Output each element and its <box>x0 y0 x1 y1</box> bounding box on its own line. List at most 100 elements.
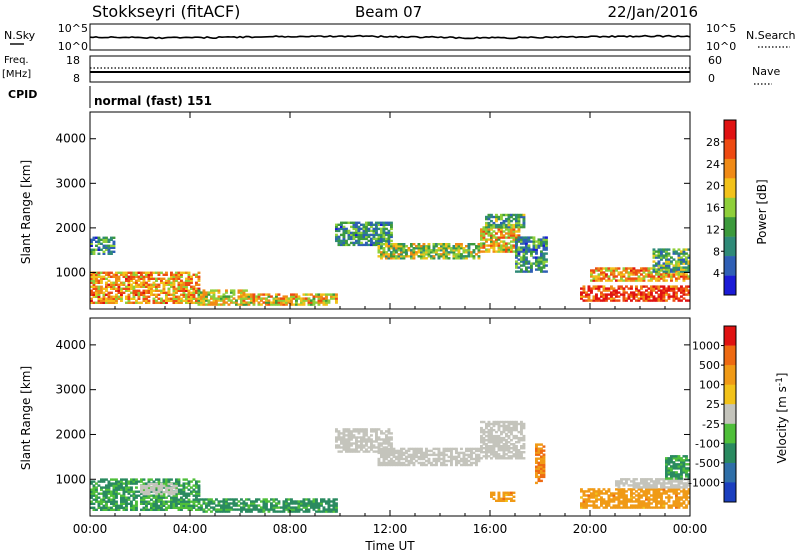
y-tick-label: 3000 <box>55 383 86 397</box>
data-cell <box>497 244 501 247</box>
data-cell <box>640 488 643 491</box>
data-cell <box>620 277 623 280</box>
data-cell <box>250 502 253 505</box>
data-cell <box>107 484 111 487</box>
data-cell <box>135 496 138 499</box>
data-cell <box>520 268 523 271</box>
data-cell <box>622 295 626 298</box>
data-cell <box>102 297 106 300</box>
data-cell <box>635 484 638 487</box>
data-cell <box>680 275 683 278</box>
data-cell <box>437 249 441 252</box>
data-cell <box>652 496 656 499</box>
data-cell <box>645 295 648 298</box>
data-cell <box>382 451 386 455</box>
data-cell <box>282 508 286 511</box>
data-cell <box>200 504 203 507</box>
data-cell <box>657 293 661 296</box>
data-cell <box>240 498 243 501</box>
data-cell <box>385 447 388 451</box>
data-cell <box>372 430 376 433</box>
data-cell <box>645 289 648 292</box>
data-cell <box>522 436 526 440</box>
data-cell <box>112 275 116 278</box>
data-cell <box>660 484 663 487</box>
data-cell <box>180 279 183 282</box>
data-cell <box>537 477 541 481</box>
data-cell <box>602 271 606 274</box>
data-cell <box>160 299 163 302</box>
data-cell <box>537 260 541 263</box>
data-cell <box>615 482 618 485</box>
data-cell <box>540 469 543 472</box>
data-cell <box>445 249 448 252</box>
data-cell <box>142 289 146 292</box>
data-cell <box>100 480 103 483</box>
data-cell <box>665 252 668 255</box>
data-cell <box>520 439 523 442</box>
data-cell <box>355 436 358 439</box>
data-cell <box>157 486 161 490</box>
data-cell <box>140 301 143 304</box>
data-cell <box>442 257 446 260</box>
data-cell <box>650 299 653 302</box>
data-cell <box>125 488 128 491</box>
data-cell <box>245 297 248 300</box>
data-cell <box>522 246 526 249</box>
data-cell <box>590 504 593 507</box>
data-cell <box>100 281 103 284</box>
data-cell <box>185 271 188 274</box>
data-cell <box>515 451 518 454</box>
data-cell <box>187 508 191 511</box>
data-cell <box>92 236 96 239</box>
data-cell <box>512 428 516 432</box>
data-cell <box>287 508 291 511</box>
data-cell <box>92 283 96 286</box>
data-cell <box>682 488 686 491</box>
data-cell <box>197 277 201 280</box>
data-cell <box>657 260 661 263</box>
data-cell <box>90 496 93 499</box>
data-cell <box>232 301 236 304</box>
data-cell <box>647 478 651 481</box>
data-cell <box>280 297 283 300</box>
data-cell <box>647 299 651 302</box>
data-cell <box>635 271 638 274</box>
data-cell <box>500 248 503 251</box>
data-cell <box>255 506 258 509</box>
data-cell <box>282 301 286 304</box>
data-cell <box>170 273 173 276</box>
data-cell <box>142 277 146 280</box>
data-cell <box>372 444 376 447</box>
data-cell <box>582 299 586 302</box>
data-cell <box>347 436 351 439</box>
data-cell <box>510 250 513 253</box>
data-cell <box>492 436 496 440</box>
data-cell <box>175 504 178 507</box>
data-cell <box>652 295 656 298</box>
data-cell <box>647 502 651 505</box>
data-cell <box>147 508 151 511</box>
data-cell <box>307 299 311 302</box>
data-cell <box>307 303 311 306</box>
data-cell <box>510 246 513 249</box>
data-cell <box>410 461 413 465</box>
data-cell <box>395 257 398 260</box>
data-cell <box>680 477 683 480</box>
data-cell <box>465 255 468 258</box>
data-cell <box>622 494 626 497</box>
data-cell <box>660 293 663 296</box>
data-cell <box>680 266 683 269</box>
data-cell <box>540 270 543 273</box>
data-cell <box>112 246 116 249</box>
data-cell <box>520 420 523 424</box>
data-cell <box>92 506 96 509</box>
data-cell <box>320 510 323 513</box>
data-cell <box>365 448 368 451</box>
data-cell <box>285 504 288 507</box>
data-cell <box>505 449 508 452</box>
data-cell <box>537 469 541 472</box>
data-cell <box>427 247 431 250</box>
data-cell <box>342 432 346 435</box>
data-cell <box>265 498 268 501</box>
